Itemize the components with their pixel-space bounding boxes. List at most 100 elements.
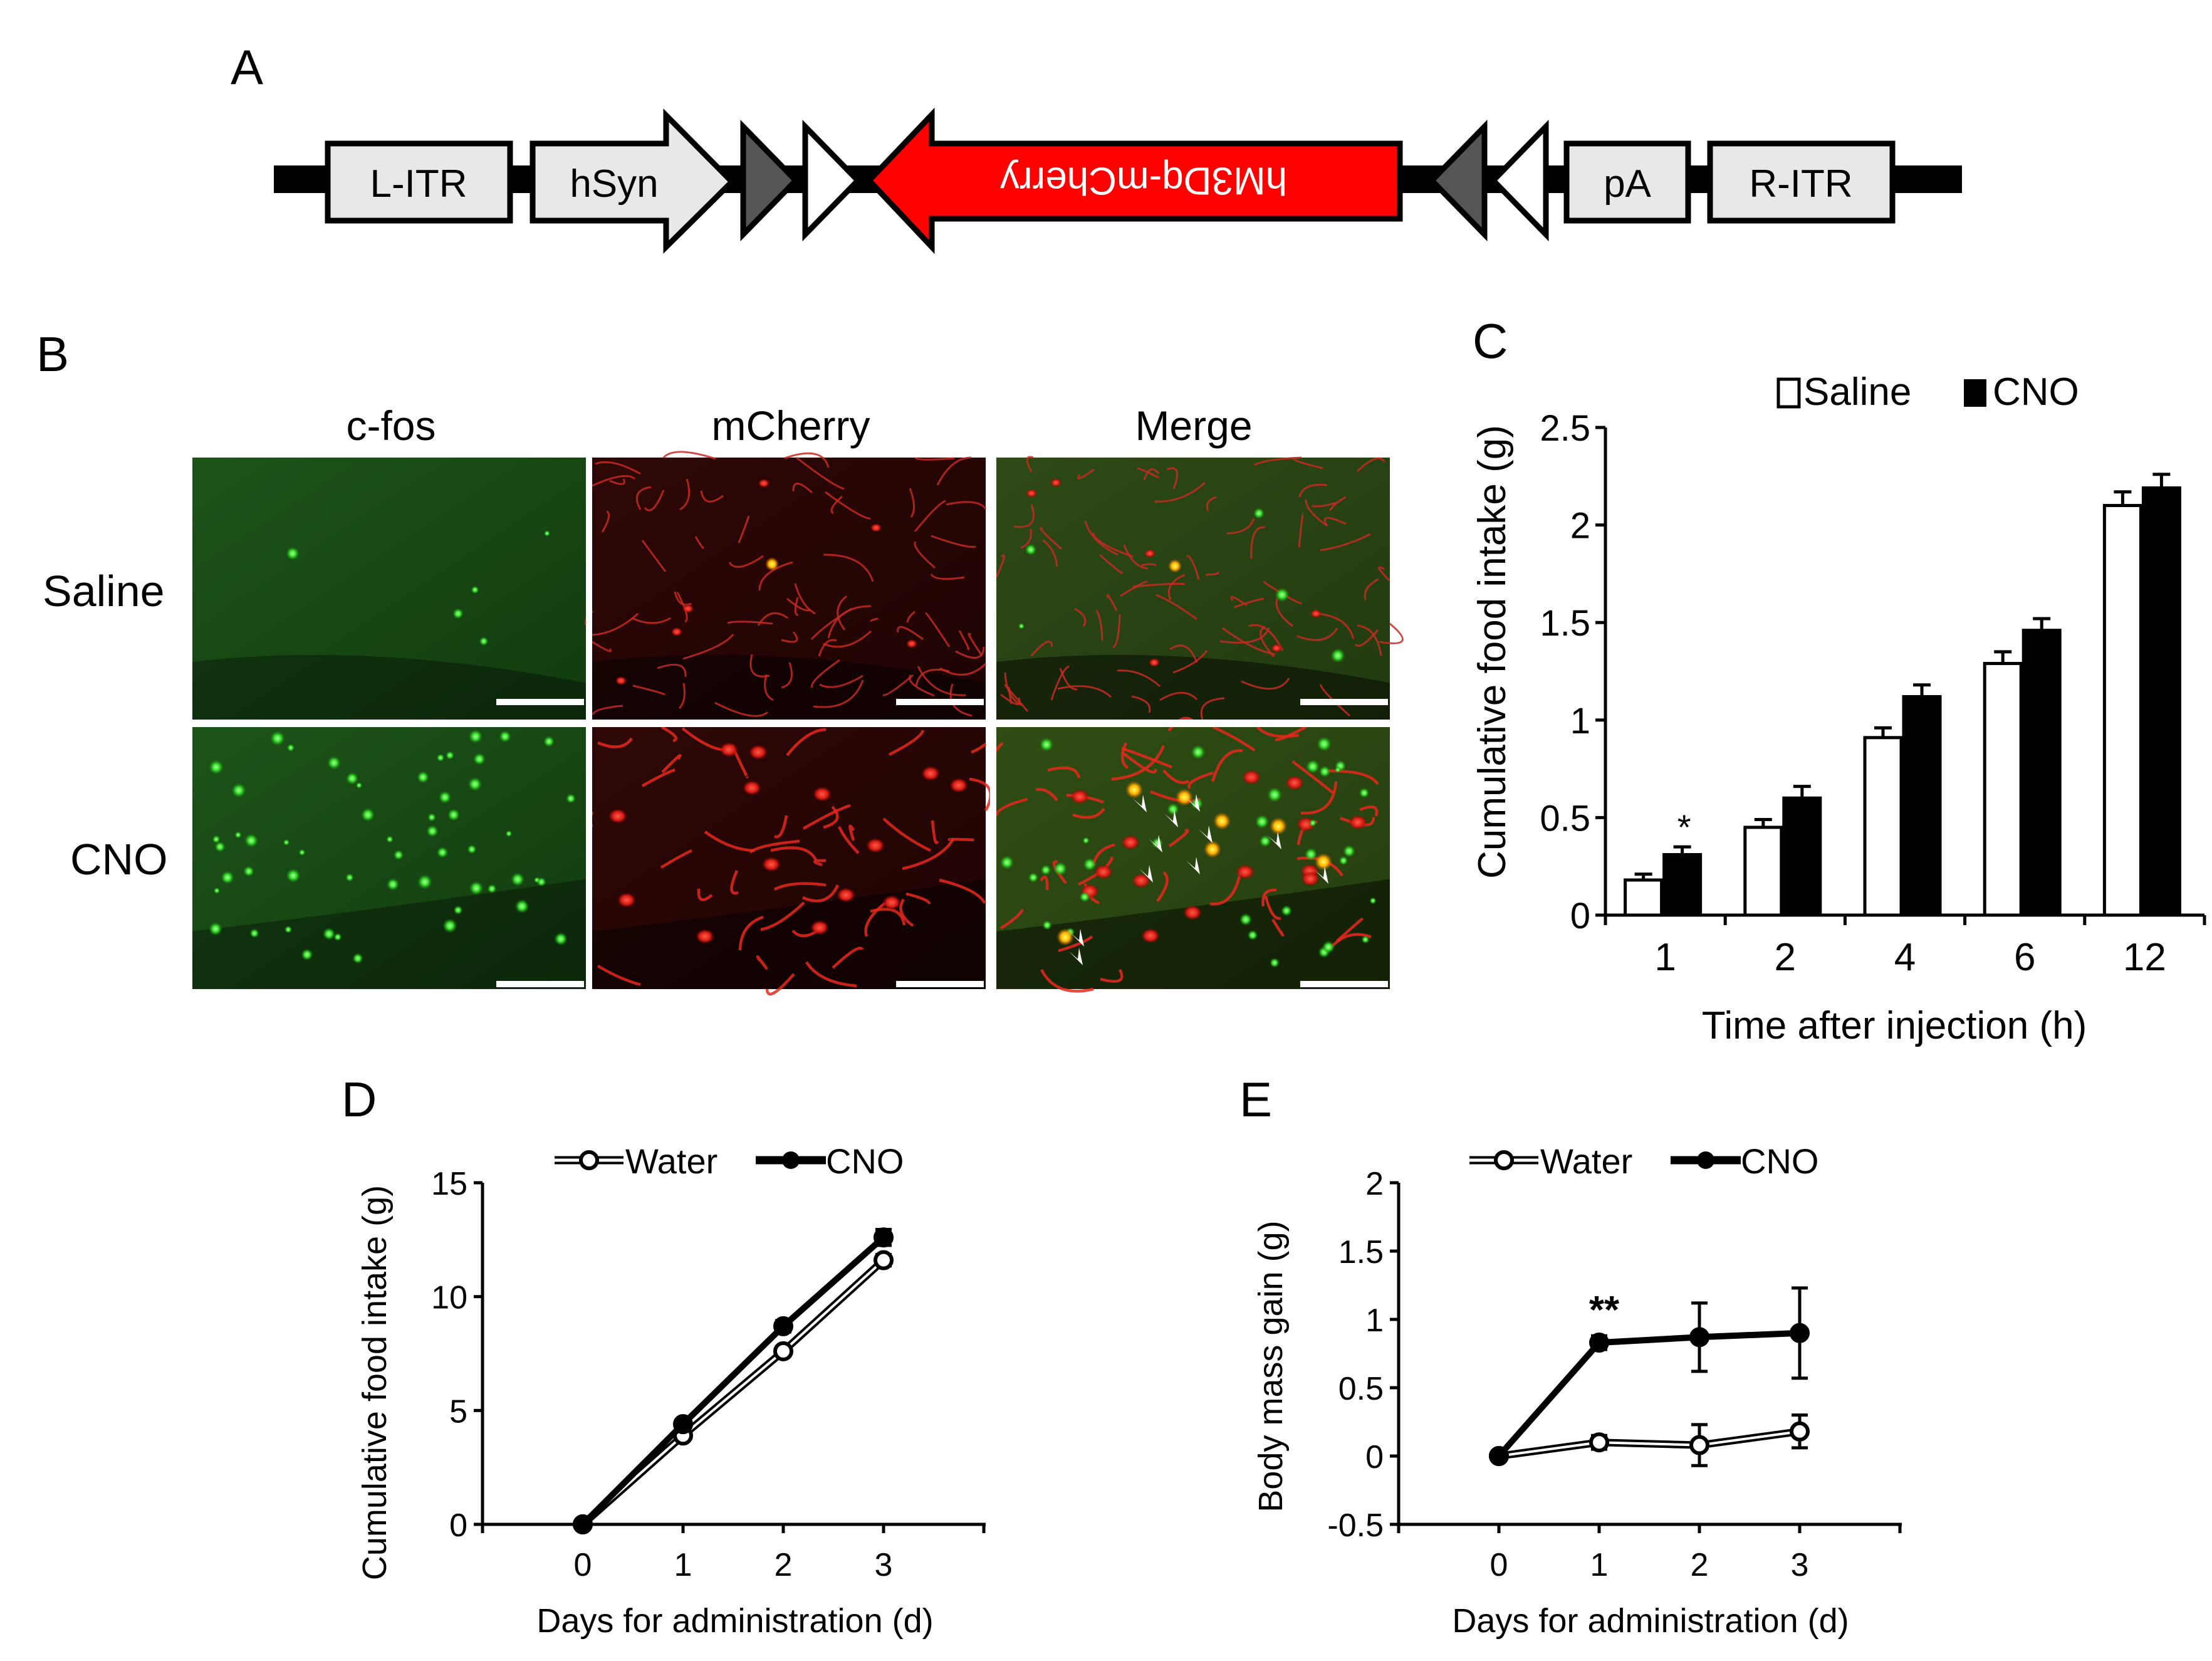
neuron-process (592, 612, 639, 636)
neuron-process (909, 674, 935, 697)
neuron-soma (608, 809, 627, 824)
micrograph-background (192, 458, 586, 720)
neuron-process (1354, 629, 1379, 647)
cfos-nucleus (231, 783, 246, 798)
arrowhead-marker (1149, 835, 1162, 852)
significance-annotation: ** (1589, 1289, 1620, 1332)
data-point-water (1589, 1432, 1609, 1453)
neuron-process (969, 777, 992, 812)
cfos-nucleus (284, 925, 293, 934)
neuron-process (786, 597, 811, 612)
neuron-process (676, 592, 688, 623)
neuron-process (1120, 580, 1148, 597)
neuron-process (1098, 553, 1124, 574)
arrowhead-marker (1199, 825, 1213, 843)
cfos-nucleus (487, 884, 497, 894)
neuron-process (811, 659, 840, 688)
arrowhead-marker (1133, 795, 1147, 812)
neuron-process (999, 908, 1025, 930)
cfos-nucleus (1247, 930, 1258, 941)
chart-d-xlabel: Days for administration (d) (536, 1602, 933, 1640)
neuron-process (1156, 594, 1197, 621)
cfos-nucleus (514, 899, 530, 914)
neuron-process (1121, 742, 1129, 769)
neuron-process (1166, 467, 1178, 490)
cfos-nucleus (1042, 920, 1052, 930)
cfos-nucleus (1079, 891, 1090, 903)
neuron-soma (682, 604, 694, 613)
cfos-nucleus (270, 731, 285, 746)
neuron-process (784, 452, 830, 468)
y-tick-label: 10 (431, 1280, 467, 1316)
neuron-process (660, 726, 677, 743)
tissue-edge-shadow (192, 654, 586, 720)
cfos-nucleus (426, 825, 439, 837)
cfos-nucleus (452, 608, 464, 619)
neuron-process (786, 728, 827, 757)
cfos-nucleus (566, 794, 576, 804)
neuron-soma (749, 745, 768, 760)
neuron-process (1305, 499, 1328, 527)
neuron-process (995, 554, 1005, 578)
cfos-nucleus (1322, 940, 1335, 954)
neuron-process (1169, 644, 1198, 663)
cfos-nucleus (447, 809, 460, 821)
y-tick-label: 5 (449, 1393, 467, 1430)
arrowhead-marker (1070, 929, 1084, 946)
neuron-process (641, 768, 676, 787)
neuron-process (870, 617, 879, 622)
neuron-process (1100, 968, 1124, 983)
neuron-soma (615, 676, 627, 685)
x-tick-label: 2 (1775, 936, 1796, 979)
colabeled-cell (1270, 817, 1287, 835)
legend-cno-marker (782, 1151, 800, 1169)
legend-saline-label: Saline (1803, 370, 1911, 414)
cfos-nucleus (438, 790, 452, 804)
neuron-process (1275, 598, 1293, 627)
neuron-process (730, 870, 739, 895)
neuron-process (1254, 456, 1302, 466)
cfos-nucleus (209, 922, 222, 936)
neuron-process (1168, 829, 1189, 847)
cfos-nucleus (436, 846, 449, 859)
neuron-process (1315, 612, 1355, 639)
neuron-soma (1149, 658, 1160, 667)
cfos-nucleus (471, 585, 479, 594)
y-tick-label: 2 (1570, 506, 1590, 547)
cfos-nucleus (1259, 835, 1271, 847)
neuron-process (931, 820, 939, 844)
neuron-process (641, 540, 667, 572)
data-point-cno (573, 1514, 593, 1534)
cfos-nucleus (322, 927, 336, 941)
cfos-nucleus (469, 881, 484, 896)
neuron-process (1112, 614, 1121, 648)
neuron-process (679, 478, 691, 511)
micrograph-cno-merge (993, 716, 1390, 993)
legend-cno-swatch (1964, 379, 1986, 407)
neuron-process (802, 804, 851, 830)
neuron-process (1000, 693, 1021, 705)
cfos-nucleus (1305, 759, 1320, 774)
grid-separator (192, 720, 1390, 727)
data-point-water (1689, 1435, 1709, 1455)
cfos-nucleus (467, 844, 477, 854)
panel-label-b: B (36, 327, 69, 382)
scale-bar (896, 699, 984, 705)
neuron-process (818, 639, 837, 657)
neuron-process (1187, 771, 1214, 790)
neuron-soma (810, 920, 829, 935)
neuron-process (1143, 468, 1160, 481)
x-tick-label: 0 (574, 1547, 592, 1583)
neuron-process (792, 483, 813, 494)
neuron-process (678, 683, 686, 710)
micrograph-cno-mcherry (588, 726, 992, 996)
cfos-nucleus (1275, 587, 1290, 602)
series-line-inner-water (582, 1259, 885, 1526)
neuron-process (609, 478, 625, 485)
legend-water-label: Water (625, 1141, 717, 1181)
column-label-cfos: c-fos (346, 402, 436, 449)
neuron-process (644, 490, 665, 511)
neuron-soma (1144, 549, 1156, 558)
panel-label-d: D (342, 1072, 377, 1127)
cfos-nucleus (544, 530, 550, 537)
